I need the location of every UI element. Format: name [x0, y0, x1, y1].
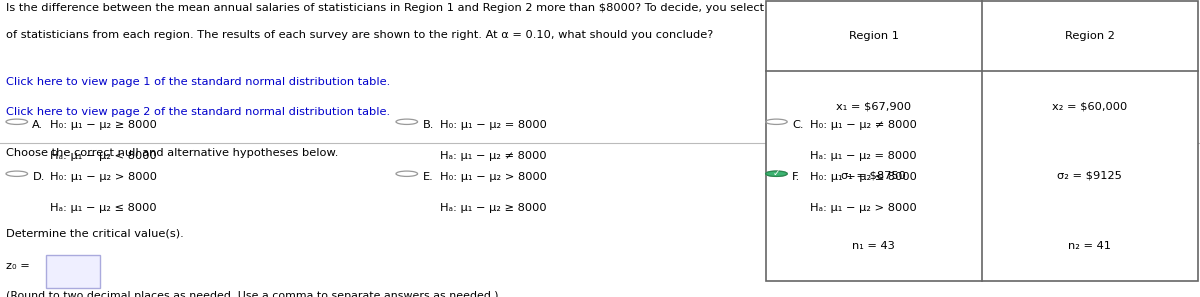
Text: E.: E.	[422, 172, 433, 182]
Text: Hₐ: μ₁ − μ₂ ≥ 8000: Hₐ: μ₁ − μ₂ ≥ 8000	[440, 203, 547, 214]
Text: ✓: ✓	[773, 169, 780, 178]
Text: F.: F.	[792, 172, 800, 182]
Bar	[46, 255, 100, 288]
Text: Hₐ: μ₁ − μ₂ ≤ 8000: Hₐ: μ₁ − μ₂ ≤ 8000	[50, 203, 157, 214]
Text: Determine the critical value(s).: Determine the critical value(s).	[6, 229, 184, 239]
Text: H₀: μ₁ − μ₂ ≠ 8000: H₀: μ₁ − μ₂ ≠ 8000	[810, 120, 917, 130]
Text: Hₐ: μ₁ − μ₂ ≠ 8000: Hₐ: μ₁ − μ₂ ≠ 8000	[440, 151, 547, 162]
Text: B.: B.	[422, 120, 433, 130]
Text: Click here to view page 2 of the standard normal distribution table.: Click here to view page 2 of the standar…	[6, 107, 390, 117]
Text: A.: A.	[32, 120, 43, 130]
Text: x₁ = $67,900: x₁ = $67,900	[836, 101, 911, 111]
Text: C.: C.	[792, 120, 804, 130]
Text: of statisticians from each region. The results of each survey are shown to the r: of statisticians from each region. The r…	[6, 30, 713, 40]
Bar	[766, 1, 1198, 281]
Text: (Round to two decimal places as needed. Use a comma to separate answers as neede: (Round to two decimal places as needed. …	[6, 291, 498, 297]
Text: H₀: μ₁ − μ₂ ≤ 8000: H₀: μ₁ − μ₂ ≤ 8000	[810, 172, 917, 182]
Text: H₀: μ₁ − μ₂ > 8000: H₀: μ₁ − μ₂ > 8000	[440, 172, 547, 182]
Text: H₀: μ₁ − μ₂ = 8000: H₀: μ₁ − μ₂ = 8000	[440, 120, 547, 130]
Text: σ₂ = $9125: σ₂ = $9125	[1057, 171, 1122, 181]
Text: Hₐ: μ₁ − μ₂ < 8000: Hₐ: μ₁ − μ₂ < 8000	[50, 151, 157, 162]
Circle shape	[766, 171, 787, 176]
Text: z₀ =: z₀ =	[6, 261, 30, 271]
Text: Choose the correct null and alternative hypotheses below.: Choose the correct null and alternative …	[6, 148, 338, 159]
Text: n₁ = 43: n₁ = 43	[852, 241, 895, 251]
Text: x₂ = $60,000: x₂ = $60,000	[1052, 101, 1127, 111]
Text: H₀: μ₁ − μ₂ ≥ 8000: H₀: μ₁ − μ₂ ≥ 8000	[50, 120, 157, 130]
Text: n₂ = 41: n₂ = 41	[1068, 241, 1111, 251]
Text: Hₐ: μ₁ − μ₂ = 8000: Hₐ: μ₁ − μ₂ = 8000	[810, 151, 917, 162]
Text: σ₁ = $8750: σ₁ = $8750	[841, 171, 906, 181]
Text: Is the difference between the mean annual salaries of statisticians in Region 1 : Is the difference between the mean annua…	[6, 3, 868, 13]
Text: Hₐ: μ₁ − μ₂ > 8000: Hₐ: μ₁ − μ₂ > 8000	[810, 203, 917, 214]
Text: Region 2: Region 2	[1064, 31, 1115, 41]
Text: Region 1: Region 1	[848, 31, 899, 41]
Text: H₀: μ₁ − μ₂ > 8000: H₀: μ₁ − μ₂ > 8000	[50, 172, 157, 182]
Text: Click here to view page 1 of the standard normal distribution table.: Click here to view page 1 of the standar…	[6, 77, 390, 87]
Text: D.: D.	[32, 172, 44, 182]
